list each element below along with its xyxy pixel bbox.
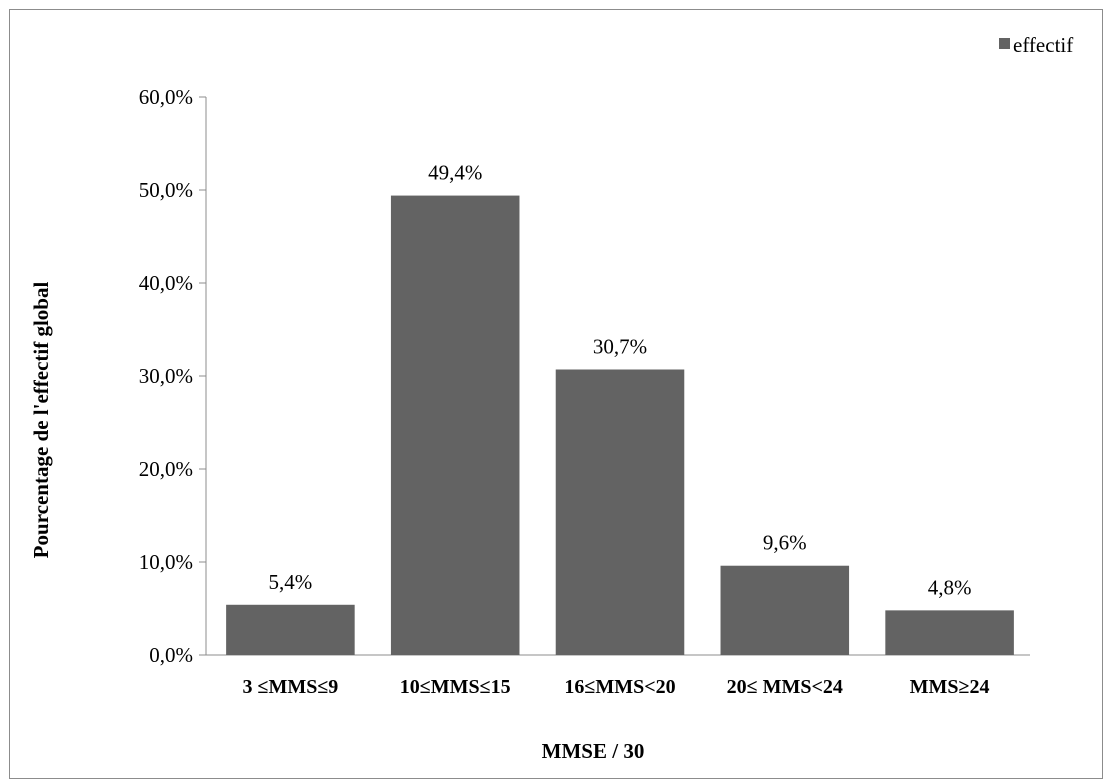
data-label: 4,8% xyxy=(928,575,972,599)
bars xyxy=(226,195,1014,655)
legend: effectif xyxy=(999,33,1073,57)
x-tick-label: 10≤MMS≤15 xyxy=(400,676,511,698)
data-label: 49,4% xyxy=(428,161,482,185)
data-label: 30,7% xyxy=(593,334,647,358)
bar xyxy=(885,610,1014,655)
y-tick-label: 30,0% xyxy=(139,364,193,388)
data-label: 5,4% xyxy=(269,570,313,594)
y-axis: 0,0% 10,0% 20,0% 30,0% 40,0% 50,0% 60,0% xyxy=(139,85,207,667)
y-axis-title: Pourcentage de l'effectif global xyxy=(29,282,53,559)
y-tick-label: 0,0% xyxy=(149,643,193,667)
bar xyxy=(720,565,850,655)
bar xyxy=(390,195,520,655)
x-tick-label: 20≤ MMS<24 xyxy=(727,676,843,698)
bar xyxy=(226,604,355,655)
y-tick-label: 60,0% xyxy=(139,85,193,109)
x-axis-title: MMSE / 30 xyxy=(542,739,645,763)
y-tick-label: 50,0% xyxy=(139,178,193,202)
legend-swatch xyxy=(999,38,1010,49)
x-tick-label: 16≤MMS<20 xyxy=(564,676,675,698)
x-tick-label: MMS≥24 xyxy=(910,676,990,698)
legend-label: effectif xyxy=(1013,33,1073,57)
data-label: 9,6% xyxy=(763,531,807,555)
y-tick-label: 10,0% xyxy=(139,550,193,574)
data-labels: 5,4% 49,4% 30,7% 9,6% 4,8% xyxy=(269,161,972,600)
x-tick-label: 3 ≤MMS≤9 xyxy=(242,676,338,698)
bar xyxy=(555,369,685,655)
x-axis: 3 ≤MMS≤9 10≤MMS≤15 16≤MMS<20 20≤ MMS<24 MMS≥… xyxy=(206,654,1030,698)
y-tick-label: 20,0% xyxy=(139,457,193,481)
y-tick-label: 40,0% xyxy=(139,271,193,295)
